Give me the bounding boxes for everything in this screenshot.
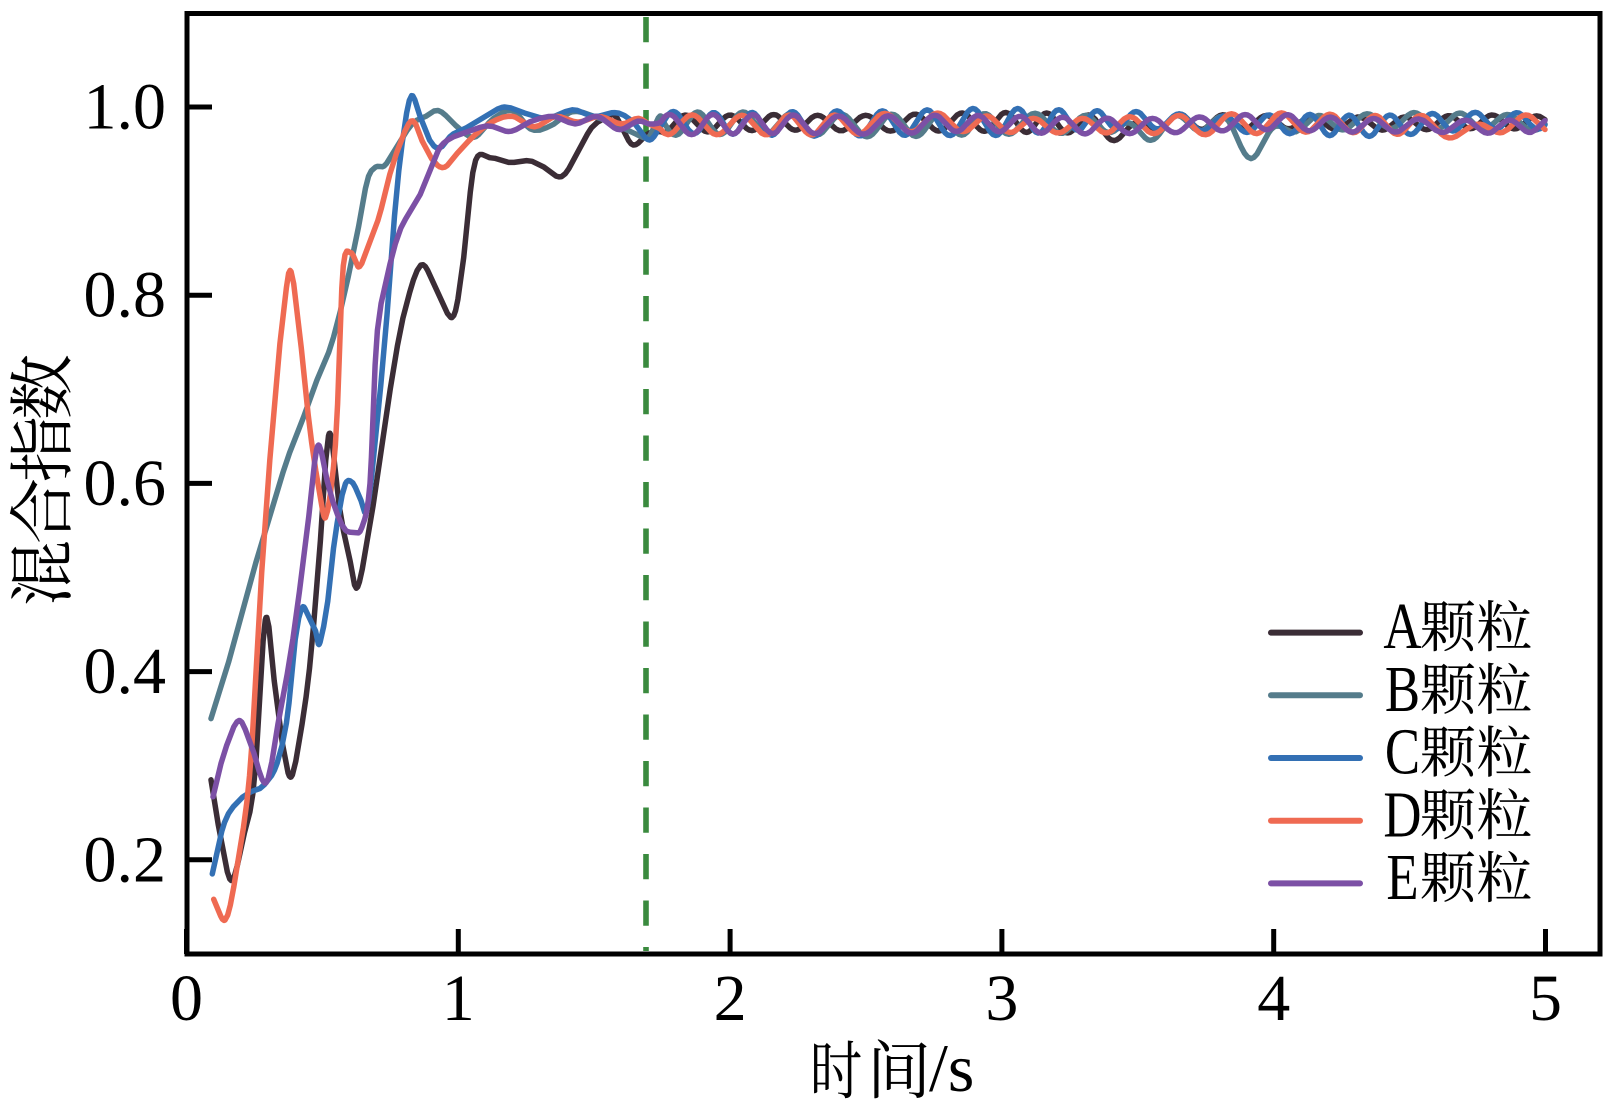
svg-text:0.4: 0.4	[84, 635, 167, 708]
svg-text:0.6: 0.6	[84, 447, 167, 520]
svg-text:E: E	[1386, 840, 1418, 913]
svg-text:3: 3	[985, 962, 1018, 1035]
svg-text:5: 5	[1529, 962, 1562, 1035]
svg-text:0.8: 0.8	[84, 259, 167, 332]
svg-text:A: A	[1383, 590, 1421, 663]
svg-text:C: C	[1385, 715, 1420, 788]
svg-text:2: 2	[714, 962, 747, 1035]
svg-text:1: 1	[442, 962, 475, 1035]
svg-text:0: 0	[170, 962, 203, 1035]
svg-text:D: D	[1383, 778, 1421, 851]
svg-text:B: B	[1385, 652, 1420, 725]
svg-text:0.2: 0.2	[84, 823, 167, 896]
svg-text:1.0: 1.0	[84, 71, 167, 144]
svg-text:4: 4	[1257, 962, 1290, 1035]
svg-text:/s: /s	[929, 1030, 974, 1106]
